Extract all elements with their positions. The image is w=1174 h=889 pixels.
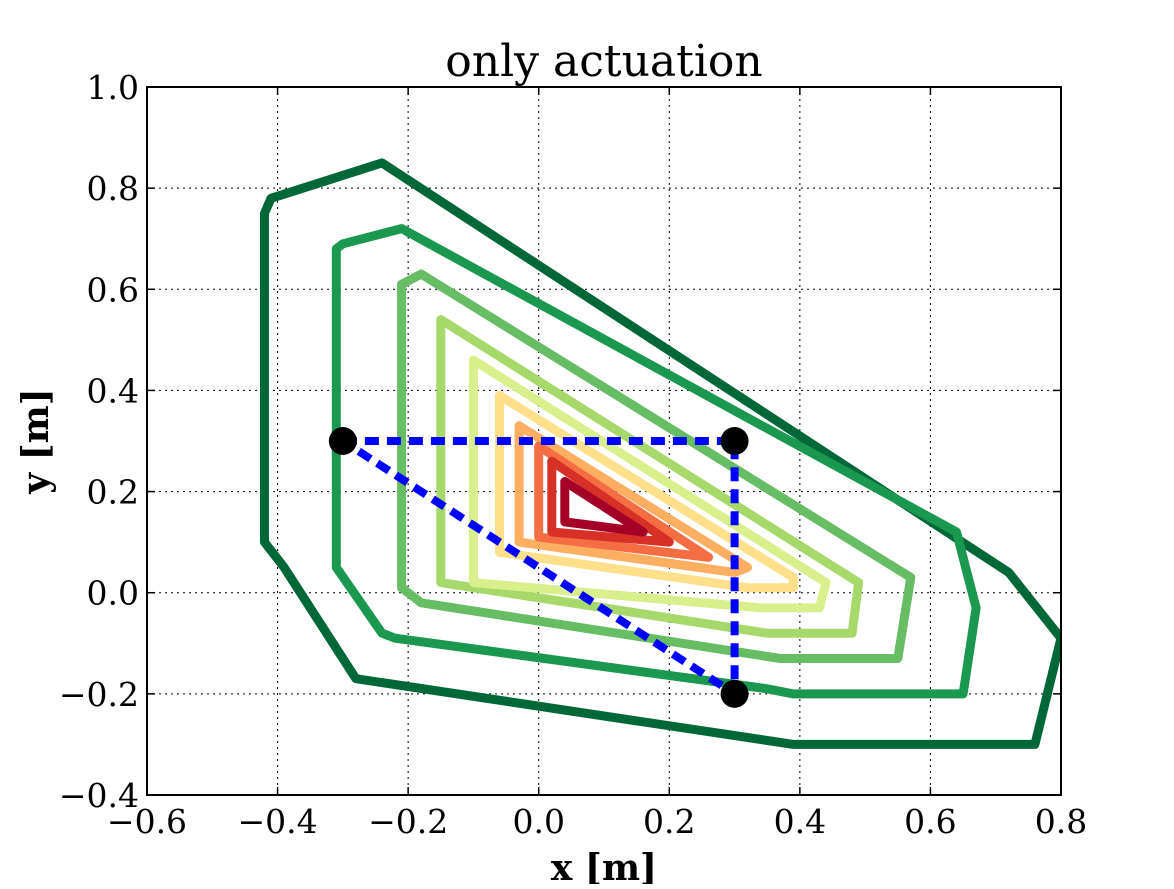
chart-title: only actuation [445,36,762,87]
series-line-4 [468,355,831,613]
marker-point-2 [720,679,749,708]
y-axis-label: y [m] [15,388,57,495]
series-line-8 [547,456,674,547]
x-tick-label: 0.6 [904,802,956,841]
x-tick-label: −0.4 [238,802,318,841]
x-tick-label: −0.6 [107,802,187,841]
y-tick-label: −0.4 [59,776,139,815]
y-tick-label: −0.2 [59,675,139,714]
series-layer [260,158,1061,749]
series-line-2 [397,269,916,663]
x-tick-label: 0.8 [1035,802,1087,841]
x-tick-label: −0.2 [368,802,448,841]
y-tick-label: 0.8 [87,169,139,208]
reference-layer [340,437,739,702]
series-line-3 [436,315,864,638]
y-tick-label: 0.0 [87,574,139,613]
series-line-7 [534,441,713,562]
x-axis-label: x [m] [551,847,657,884]
y-tick-label: 0.6 [87,270,139,309]
reference-triangle [340,437,739,702]
tick-layer: −0.6 −0.4 −0.2 0.0 0.2 0.4 0.6 0.8−0.4−0.20.00.… [59,68,1087,841]
series-line-5 [495,391,798,593]
label-layer: only actuation x [m] y [m] [15,36,763,889]
y-tick-label: 1.0 [87,68,139,107]
x-tick-label: 0.0 [512,802,564,841]
y-tick-label: 0.4 [87,371,139,410]
marker-layer [328,427,749,708]
plot-frame [146,86,1062,796]
marker-point-1 [720,427,749,455]
x-tick-label: 0.2 [643,802,695,841]
x-tick-label: 0.4 [774,802,826,841]
series-line-9 [560,477,648,537]
y-tick-label: 0.2 [87,473,139,512]
series-line-6 [514,421,753,577]
marker-point-0 [328,427,357,455]
series-line-1 [331,224,981,699]
